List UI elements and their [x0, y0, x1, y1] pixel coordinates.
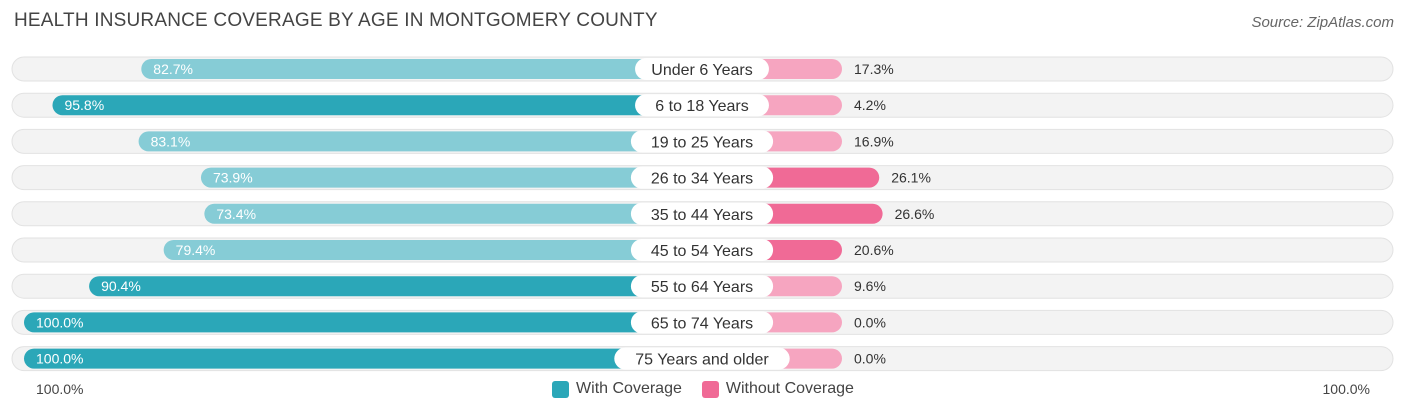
source-credit: Source: ZipAtlas.com	[1251, 14, 1394, 31]
category-label: 65 to 74 Years	[651, 315, 753, 332]
page-title: HEALTH INSURANCE COVERAGE BY AGE IN MONT…	[14, 10, 658, 31]
legend-item-without-coverage: Without Coverage	[701, 380, 854, 398]
bar-with-coverage	[141, 59, 712, 79]
value-label-with-coverage: 100.0%	[36, 314, 83, 330]
category-label: 19 to 25 Years	[651, 134, 753, 151]
category-pill	[635, 94, 769, 117]
category-pill	[630, 311, 774, 334]
value-label-with-coverage: 100.0%	[36, 351, 83, 367]
value-label-without-coverage: 16.9%	[854, 133, 894, 149]
value-label-without-coverage: 17.3%	[854, 61, 894, 77]
bar-with-coverage	[138, 131, 712, 152]
category-label: 6 to 18 Years	[655, 98, 748, 115]
value-label-with-coverage: 83.1%	[151, 133, 191, 149]
category-label: 35 to 44 Years	[651, 207, 753, 224]
value-label-with-coverage: 79.4%	[176, 242, 216, 258]
value-label-with-coverage: 95.8%	[64, 97, 104, 113]
category-label: Under 6 Years	[651, 62, 752, 79]
bar-with-coverage	[163, 240, 713, 260]
value-label-without-coverage: 26.1%	[891, 170, 931, 186]
category-pill	[630, 202, 774, 225]
legend-label-without-coverage: Without Coverage	[725, 380, 854, 397]
category-label: 75 Years and older	[635, 352, 769, 369]
category-pill	[630, 130, 774, 153]
value-label-with-coverage: 73.9%	[213, 170, 253, 186]
value-label-without-coverage: 4.2%	[854, 97, 886, 113]
legend-label-with-coverage: With Coverage	[576, 380, 682, 397]
value-label-without-coverage: 0.0%	[854, 314, 886, 330]
bar-with-coverage	[89, 276, 712, 297]
legend-item-with-coverage: With Coverage	[552, 380, 682, 398]
category-pill	[630, 239, 774, 261]
value-label-with-coverage: 82.7%	[153, 61, 193, 77]
value-label-without-coverage: 0.0%	[854, 351, 886, 367]
category-pill	[630, 275, 774, 298]
value-label-with-coverage: 90.4%	[101, 278, 141, 294]
category-label: 55 to 64 Years	[651, 279, 753, 296]
bar-with-coverage	[24, 312, 712, 333]
value-label-without-coverage: 26.6%	[895, 206, 935, 222]
value-label-without-coverage: 9.6%	[854, 278, 886, 294]
value-label-without-coverage: 20.6%	[854, 242, 894, 258]
bar-with-coverage	[52, 95, 712, 116]
axis-label-right: 100.0%	[1322, 381, 1370, 397]
legend-swatch-with-coverage	[552, 380, 570, 398]
bar-with-coverage	[200, 167, 712, 188]
legend-swatch-without-coverage	[701, 380, 719, 398]
category-label: 26 to 34 Years	[651, 171, 753, 188]
category-pill	[630, 166, 774, 189]
category-pill	[614, 347, 790, 370]
value-label-with-coverage: 73.4%	[216, 206, 256, 222]
category-label: 45 to 54 Years	[651, 243, 753, 260]
category-pill	[635, 58, 769, 80]
chart-legend: With Coverage Without Coverage	[0, 380, 1406, 398]
axis-label-left: 100.0%	[36, 381, 84, 397]
bar-with-coverage	[204, 203, 712, 224]
bar-with-coverage	[24, 348, 712, 369]
diverging-bar-chart: 82.7% 17.3% Under 6 Years 95.8% 4.2% 6 to 18 …	[11, 56, 1394, 372]
